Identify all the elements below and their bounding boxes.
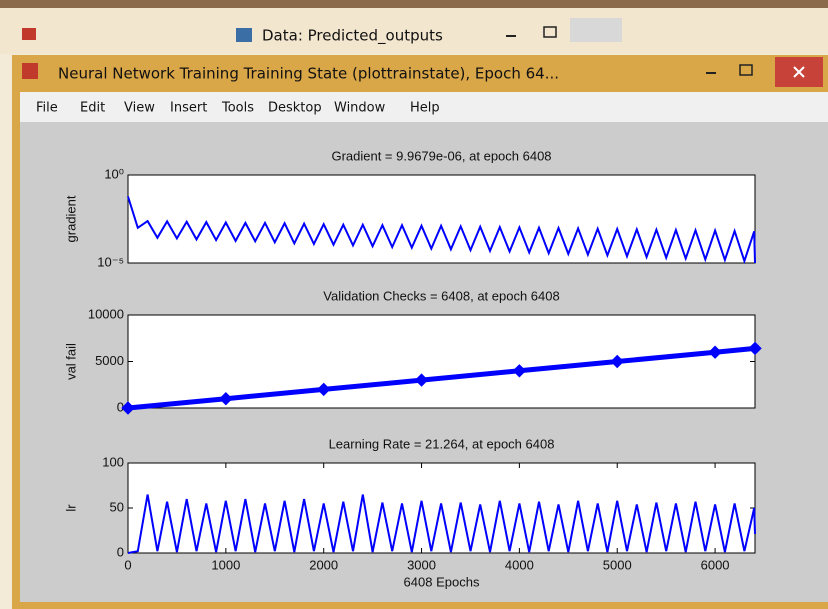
menu-item[interactable]: Desktop [268,101,322,116]
axes-background [128,315,755,408]
y-tick-label: 50 [110,499,124,514]
background-window-title: Data: Predicted_outputs [262,27,443,46]
menu-item[interactable]: View [124,101,155,116]
menu-item[interactable]: Window [334,101,386,116]
x-tick-label: 1000 [211,557,240,572]
y-tick-label: 10000 [88,306,124,321]
y-tick-label: 10⁰ [104,166,124,181]
y-tick-label: 5000 [95,353,124,368]
menu-item[interactable]: Insert [170,101,207,116]
y-tick-label: 100 [102,454,124,469]
y-axis-label: lr [63,504,78,512]
app-icon [22,28,36,40]
menu-item[interactable]: Help [410,101,440,116]
x-tick-label: 3000 [407,557,436,572]
menu-item[interactable]: Edit [80,101,105,116]
x-tick-label: 2000 [309,557,338,572]
y-tick-label: 0 [117,544,124,559]
top-border [0,0,828,8]
x-axis-label: 6408 Epochs [404,574,480,589]
axes-background [128,175,755,263]
plot-title: Learning Rate = 21.264, at epoch 6408 [329,436,555,451]
plot-title: Gradient = 9.9679e-06, at epoch 6408 [331,148,551,163]
x-tick-label: 0 [124,557,131,572]
plots: Gradient = 9.9679e-06, at epoch 6408 grad… [63,148,761,589]
y-tick-label: 10⁻⁵ [97,254,124,269]
window-title: Neural Network Training Training State (… [58,65,559,83]
plot-title: Validation Checks = 6408, at epoch 6408 [323,288,559,303]
x-tick-label: 4000 [505,557,534,572]
menu-item[interactable]: Tools [221,101,254,116]
menu-item[interactable]: File [36,101,58,116]
x-tick-label: 5000 [603,557,632,572]
y-axis-label: gradient [63,195,78,242]
matlab-icon [22,63,38,79]
y-axis-label: val fail [63,343,78,380]
menu-group: File Edit View Insert Tools Desktop Window Help [36,101,440,116]
screen: Data: Predicted_outputs Neural Network T… [0,0,828,609]
close-button[interactable] [570,18,622,42]
data-icon [236,28,252,42]
x-tick-label: 6000 [701,557,730,572]
